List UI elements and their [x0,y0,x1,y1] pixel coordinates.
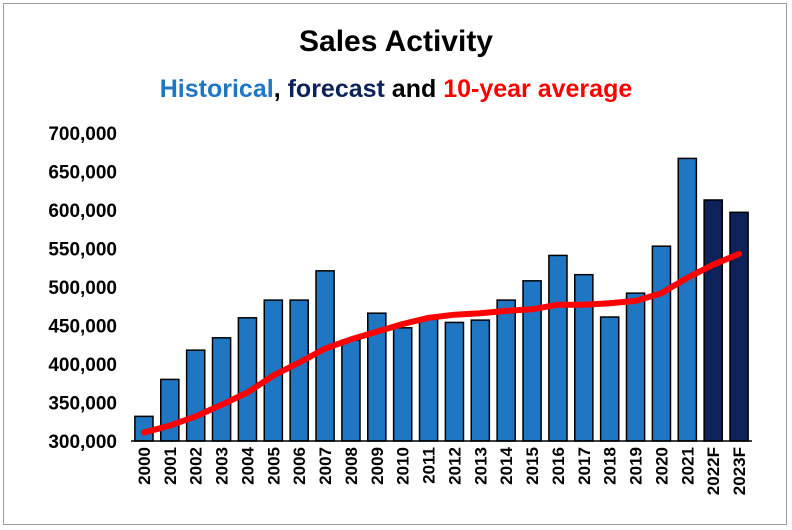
x-tick-label: 2014 [497,446,516,484]
bar [729,211,749,442]
bar [522,280,542,442]
x-tick-label: 2007 [316,447,335,485]
subtitle-comma: , [273,75,288,103]
y-tick-label: 700,000 [48,124,117,145]
x-tick-label: 2010 [394,447,413,485]
x-tick-label: 2008 [342,447,361,485]
y-tick-label: 450,000 [48,317,117,338]
bar [315,270,335,442]
bar [599,316,620,442]
x-tick-label: 2005 [264,447,283,485]
bar [237,317,258,442]
bar [625,292,646,442]
bar [160,378,180,442]
x-tick-label: 2002 [187,447,206,485]
bar [185,349,206,442]
y-tick-label: 500,000 [48,278,117,299]
bar-series [134,157,749,442]
x-tick-label: 2009 [368,447,387,485]
subtitle-and: and [384,75,444,103]
x-tick-label: 2018 [601,447,620,485]
x-tick-label: 2012 [445,447,464,485]
x-tick-label: 2023F [730,447,749,495]
x-tick-label: 2016 [549,447,568,485]
subtitle-historical: Historical [159,75,274,103]
x-tick-label: 2020 [652,447,671,485]
y-tick-label: 300,000 [48,432,117,453]
bar [418,318,439,442]
subtitle-forecast: forecast [287,75,385,103]
average-line-series [140,250,743,436]
bar [341,339,361,442]
x-tick-label: 2021 [678,447,697,485]
x-tick-label: 2013 [471,447,490,485]
x-axis: 2000 2001 2002 2003 2004 2005 2006 2007 2008 2009… [131,440,752,495]
bar [444,321,465,442]
x-tick-label: 2006 [290,447,309,485]
x-tick-label: 2000 [135,447,154,485]
x-tick-label: 2011 [420,447,439,484]
chart-title: Sales Activity [299,25,493,58]
y-tick-label: 650,000 [48,163,117,184]
average-line [140,250,743,436]
x-tick-label: 2003 [213,447,232,485]
bar [496,299,516,442]
y-axis: 300,000 350,000 400,000 450,000 500,000 550,0… [48,124,117,453]
bar [548,254,568,442]
bar [289,299,309,442]
bar [651,245,672,442]
x-tick-label: 2015 [523,447,542,485]
x-tick-label: 2019 [627,447,646,485]
bar [574,273,594,442]
y-tick-label: 550,000 [48,240,117,261]
bar [470,319,491,442]
bar [703,199,723,442]
y-tick-label: 350,000 [48,394,117,415]
bar [392,327,413,442]
y-tick-label: 600,000 [48,201,117,222]
x-tick-label: 2001 [161,447,180,485]
y-tick-label: 400,000 [48,355,117,376]
x-tick-label: 2022F [704,447,723,495]
bar [677,157,698,442]
subtitle-average: 10-year average [443,75,633,103]
bar [211,337,232,442]
x-tick-label: 2017 [575,447,594,485]
x-tick-label: 2004 [238,446,257,484]
chart-subtitle: Historical, forecast and 10-year average [0,75,792,104]
